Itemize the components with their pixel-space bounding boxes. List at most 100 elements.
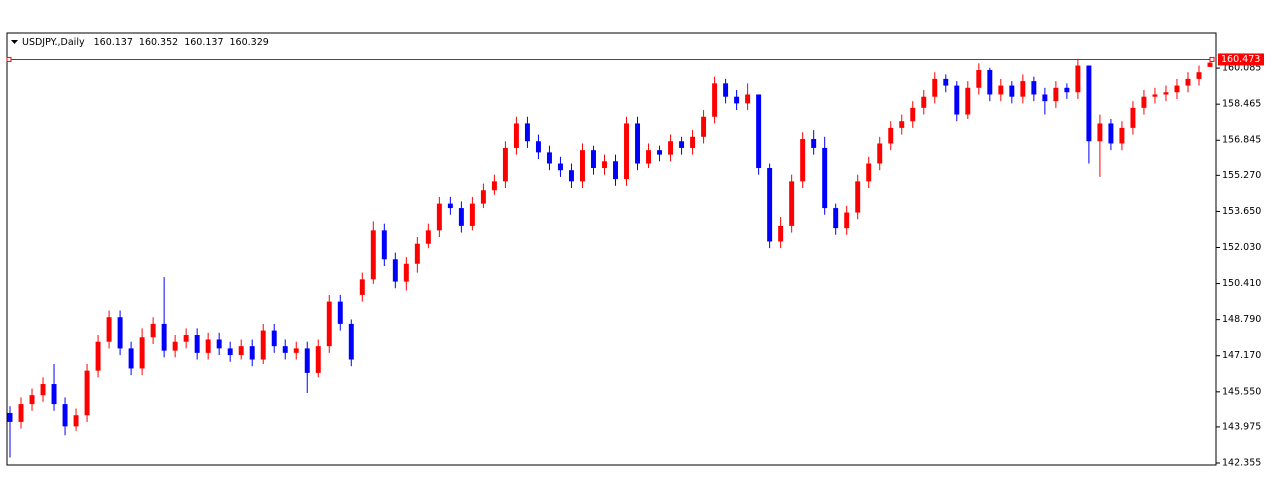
y-tick-label: 160.085 [1222, 63, 1261, 74]
candle-body [701, 116, 707, 137]
candle-body [866, 163, 872, 182]
candle-body [1152, 94, 1158, 97]
candle-body [216, 339, 222, 349]
level-label-box [1218, 53, 1264, 66]
candle-body [745, 94, 751, 104]
candle-body [381, 230, 387, 260]
candle-body [458, 208, 464, 226]
header-high: 160.352 [139, 37, 178, 48]
candle-body [932, 78, 938, 97]
candle-body [18, 404, 24, 422]
candle-body [7, 412, 13, 422]
candle-body [921, 96, 927, 108]
y-tick-label: 152.030 [1222, 242, 1261, 253]
y-tick-label: 143.975 [1222, 421, 1261, 432]
y-tick-label: 150.410 [1222, 278, 1261, 289]
candle-body [106, 317, 112, 342]
candle-body [40, 384, 46, 396]
candle-body [1108, 123, 1114, 144]
candle-body [29, 395, 35, 405]
candle-body [844, 212, 850, 229]
candle-body [998, 85, 1004, 95]
candle-body [546, 152, 552, 164]
candle-body [1207, 62, 1213, 67]
candle-body [249, 346, 255, 360]
candle-body [315, 346, 321, 373]
candle-body [954, 85, 960, 115]
candle-body [1130, 107, 1136, 128]
candle-body [1020, 81, 1026, 97]
level-handle [1209, 56, 1215, 62]
candle-body [161, 323, 167, 351]
chart-header: USDJPY.,Daily 160.137 160.352 160.137 160.3… [22, 37, 269, 48]
candle-body [855, 181, 861, 213]
y-tick-label: 155.270 [1222, 170, 1261, 181]
candle-body [679, 141, 685, 148]
candle-body [491, 181, 497, 191]
candle-body [624, 123, 629, 180]
candle-body [62, 404, 68, 427]
candle-body [238, 346, 244, 356]
candle-body [480, 190, 486, 204]
candle-body [756, 94, 762, 168]
candle-body [117, 317, 123, 349]
candle-body [1075, 65, 1081, 93]
candle-body [304, 348, 310, 373]
candle-body [227, 348, 233, 356]
candle-body [811, 139, 817, 148]
candle-body [1042, 94, 1048, 102]
y-tick-label: 148.790 [1222, 314, 1261, 325]
candle-body [910, 107, 916, 122]
candle-body [580, 150, 585, 182]
candle-body [668, 141, 674, 155]
candle-body [568, 170, 574, 182]
candle-body [723, 83, 729, 97]
candle-body [337, 301, 343, 324]
candle-body [1031, 81, 1037, 95]
candle-body [139, 337, 145, 369]
candle-body [1064, 87, 1070, 93]
candle-body [591, 150, 596, 168]
candle-body [436, 203, 442, 231]
candle-body [800, 139, 806, 182]
candle-body [657, 150, 663, 155]
candle-body [359, 279, 365, 295]
candle-body [877, 143, 883, 164]
header-low: 160.137 [184, 37, 223, 48]
menu-arrow [11, 40, 18, 44]
candle-body [1141, 96, 1147, 108]
candle-body [1174, 85, 1180, 93]
candle-body [348, 323, 354, 360]
candle-body [414, 243, 420, 264]
candle-body [943, 78, 949, 86]
candle-body [602, 161, 607, 168]
candle-body [194, 335, 200, 353]
header-open: 160.137 [94, 37, 133, 48]
candle-body [403, 263, 409, 282]
candle-body [282, 346, 288, 353]
candle-body [524, 123, 530, 142]
candle-body [888, 127, 894, 144]
candle-body [502, 147, 508, 182]
level-label: 160.473 [1221, 54, 1260, 65]
candle-body [150, 323, 156, 338]
candle-body [789, 181, 795, 226]
y-tick-label: 145.550 [1222, 386, 1261, 397]
candle-body [965, 87, 971, 115]
candle-body [987, 69, 993, 95]
candle-body [84, 370, 90, 416]
candle-body [1196, 72, 1202, 79]
candle-body [271, 330, 277, 347]
candle-body [1185, 78, 1191, 86]
candle-body [613, 161, 618, 180]
candle-body [95, 341, 101, 371]
symbol: USDJPY.,Daily [22, 37, 85, 48]
candle-body [822, 147, 828, 209]
y-tick-label: 158.465 [1222, 99, 1261, 110]
candle-body [513, 123, 519, 148]
plot-frame [6, 32, 1217, 466]
candle-body [690, 136, 696, 148]
candle-body [1097, 123, 1103, 142]
